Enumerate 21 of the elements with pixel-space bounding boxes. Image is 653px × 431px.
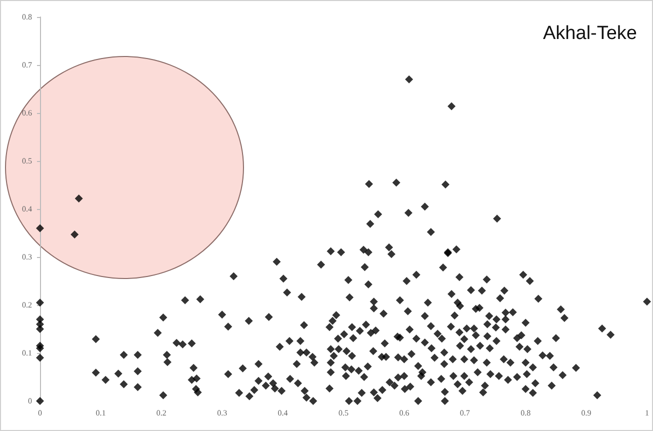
x-tick-label: 0	[38, 408, 42, 418]
y-tick-label: 0.5	[22, 156, 32, 166]
x-tick-label: 0.6	[399, 408, 410, 418]
chart-title: Akhal-Teke	[543, 23, 638, 44]
x-tick-label: 0.1	[96, 408, 106, 418]
x-tick-label: 1	[645, 408, 649, 418]
x-tick-label: 0.7	[460, 408, 470, 418]
x-tick-label: 0.9	[581, 408, 592, 418]
y-tick-label: 0.4	[22, 204, 32, 214]
y-tick-label: 0.6	[22, 108, 32, 118]
x-tick-label: 0.5	[338, 408, 348, 418]
y-tick-label: 0.8	[22, 12, 32, 22]
y-tick-label: 0.1	[22, 348, 32, 358]
y-tick-label: 0.7	[22, 60, 32, 70]
y-tick-label: 0	[28, 396, 32, 406]
y-tick-label: 0.2	[22, 300, 32, 310]
x-tick-label: 0.8	[520, 408, 531, 418]
x-tick-label: 0.2	[156, 408, 166, 418]
x-tick-label: 0.3	[217, 408, 228, 418]
y-tick-label: 0.3	[22, 252, 32, 262]
x-tick-label: 0.4	[278, 408, 288, 418]
